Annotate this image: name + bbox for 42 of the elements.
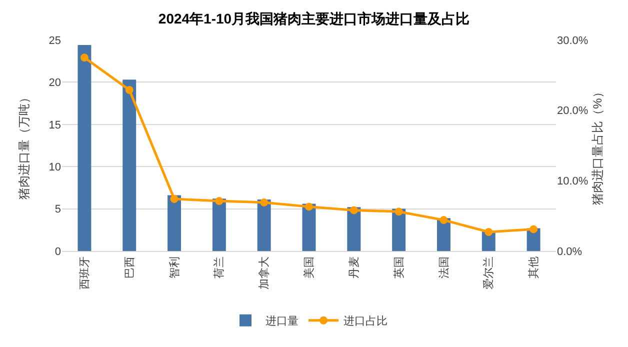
bar [168,195,182,251]
x-tick-label: 巴西 [124,256,136,278]
point [484,228,493,236]
x-tick-label: 丹麦 [347,256,360,278]
bar [122,80,136,251]
point [440,216,448,224]
y-tick-label: 15 [48,119,61,132]
bar [78,45,92,251]
chart-title: 2024年1-10月我国猪肉主要进口市场进口量及占比 [158,10,470,27]
x-tick-label: 西班牙 [78,256,92,290]
x-tick-label: 法国 [437,256,450,278]
x-tick-label: 加拿大 [258,256,271,290]
point [125,86,134,94]
y2-axis-title: 猪肉进口量占比（%） [590,86,604,205]
x-tick-label: 智利 [168,256,181,278]
legend-label: 进口量 [266,314,298,328]
y2-tick-label: 30.0% [557,34,588,47]
point [530,225,538,234]
point [350,206,358,214]
x-tick-label: 美国 [302,256,316,278]
bar [257,200,271,251]
x-tick-label: 荷兰 [212,256,226,278]
y2-tick-label: 0.0% [557,246,582,258]
y-tick-label: 5 [54,204,61,216]
y-tick-label: 10 [48,161,61,174]
y-tick-label: 20 [48,77,61,90]
y-tick-label: 25 [48,34,61,47]
legend-label: 进口占比 [344,314,388,328]
point [394,208,403,216]
x-tick-label: 英国 [392,256,406,278]
x-tick-label: 爱尔兰 [482,256,496,290]
bar [212,198,226,251]
point [80,54,88,62]
y-axis-title: 猪肉进口量（万吨） [17,92,31,200]
y-tick-label: 0 [54,246,61,258]
point [260,198,268,206]
point [170,194,178,203]
y2-tick-label: 20.0% [557,105,588,118]
point [215,197,224,206]
point [305,202,313,211]
y2-tick-label: 10.0% [557,176,588,188]
x-tick-label: 其他 [527,256,540,278]
